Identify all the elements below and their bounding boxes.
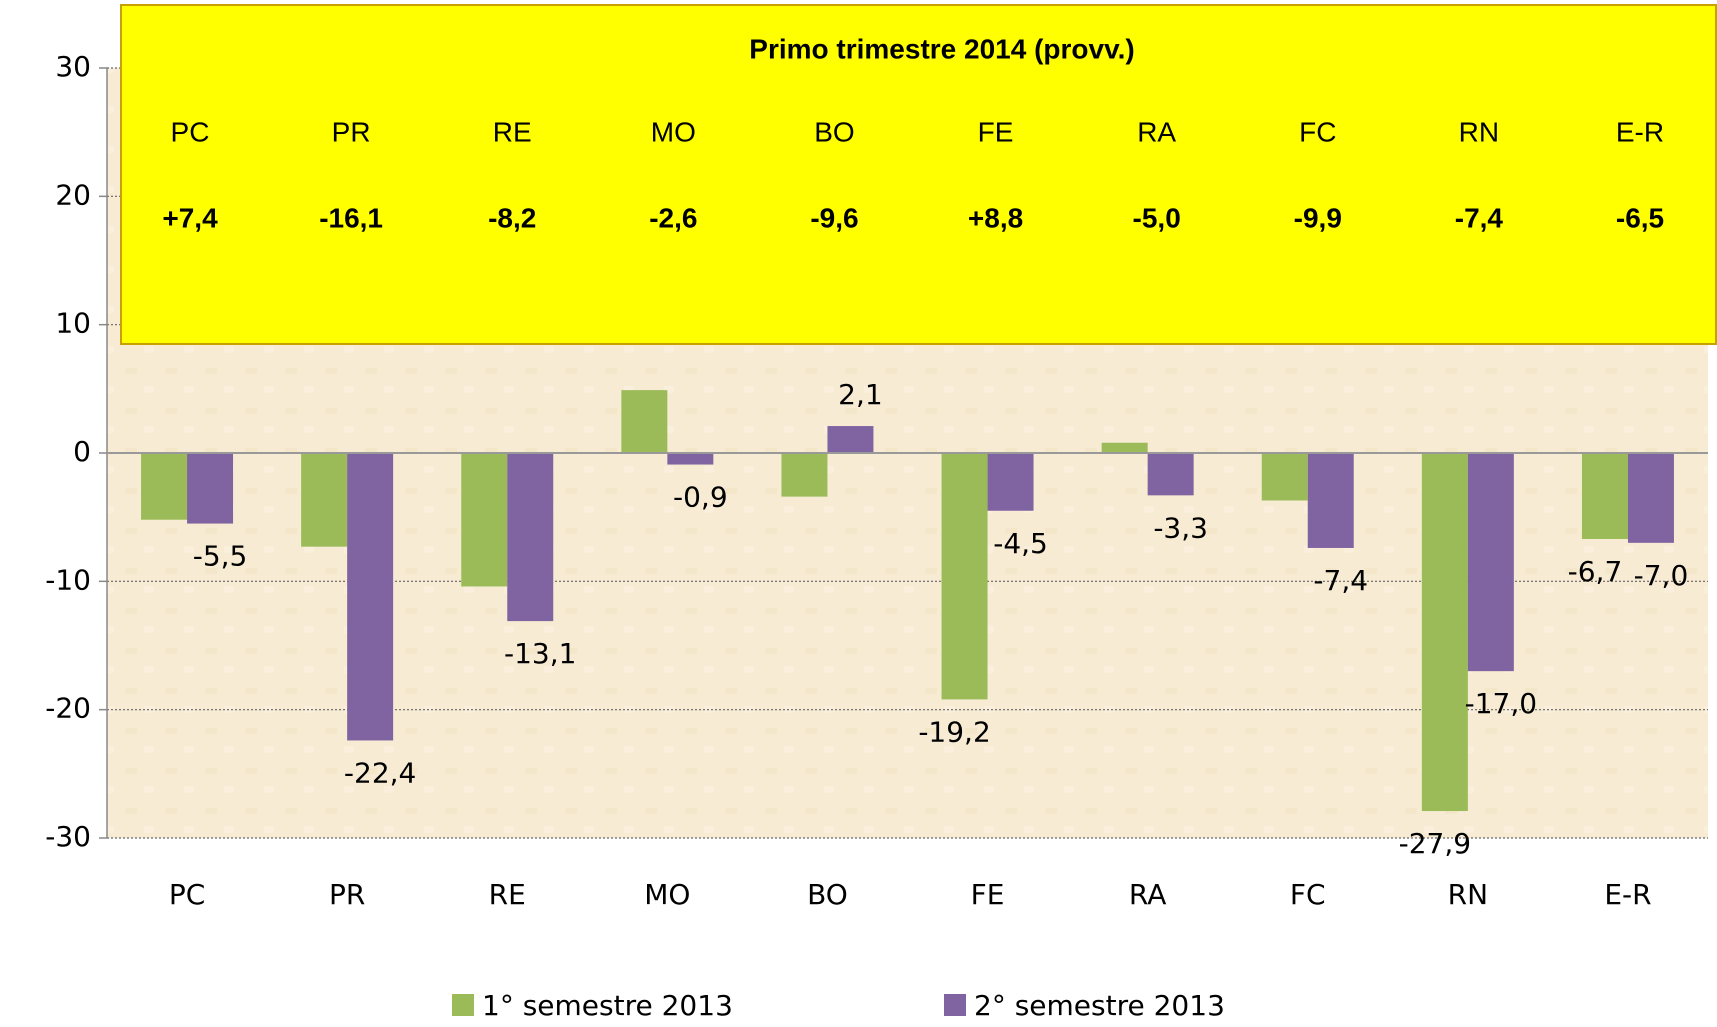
summary-code: BO (814, 116, 854, 147)
bar (1261, 453, 1308, 501)
bar (827, 426, 874, 453)
bar (187, 453, 234, 524)
bar (1147, 453, 1194, 496)
x-tick-label: FE (971, 878, 1005, 911)
legend-label: 2° semestre 2013 (974, 989, 1225, 1022)
x-tick-label: E-R (1604, 878, 1651, 911)
summary-code: RN (1459, 116, 1499, 147)
y-tick-label: -10 (45, 563, 91, 596)
y-tick-label: -20 (45, 692, 91, 725)
summary-value: -6,5 (1616, 202, 1664, 233)
bar (1307, 453, 1354, 548)
y-tick-label: 30 (55, 50, 91, 83)
data-label: -7,0 (1634, 559, 1689, 592)
bar (987, 453, 1034, 511)
y-tick-label: 20 (55, 178, 91, 211)
summary-value: -7,4 (1455, 202, 1504, 233)
summary-code: RE (493, 116, 532, 147)
data-label: -4,5 (993, 527, 1048, 560)
summary-code: PC (171, 116, 210, 147)
summary-value: -9,6 (810, 202, 858, 233)
summary-box-bg (120, 4, 1717, 345)
summary-value: +8,8 (968, 202, 1023, 233)
summary-value: -9,9 (1294, 202, 1342, 233)
x-tick-label: FC (1290, 878, 1326, 911)
legend-label: 1° semestre 2013 (482, 989, 733, 1022)
bar (301, 453, 348, 547)
bar (667, 453, 714, 465)
y-tick-label: 10 (55, 307, 91, 340)
bar (941, 453, 988, 700)
data-label: -27,9 (1399, 827, 1471, 860)
bar (347, 453, 394, 741)
data-label: -7,4 (1313, 564, 1368, 597)
summary-title: Primo trimestre 2014 (provv.) (749, 33, 1134, 64)
summary-value: -5,0 (1133, 202, 1181, 233)
summary-code: E-R (1616, 116, 1664, 147)
summary-box: Primo trimestre 2014 (provv.) PC +7,4 PR -16… (120, 4, 1717, 345)
x-tick-label: RA (1129, 878, 1166, 911)
bar (1627, 453, 1674, 543)
y-tick-label: 0 (73, 435, 91, 468)
data-label: -6,7 (1568, 555, 1623, 588)
summary-value: +7,4 (162, 202, 218, 233)
summary-code: PR (332, 116, 371, 147)
summary-code: MO (651, 116, 696, 147)
y-tick-label: -30 (45, 820, 91, 853)
bar (1421, 453, 1468, 812)
legend-swatch (452, 994, 474, 1016)
data-label: -22,4 (344, 756, 416, 789)
data-label: -3,3 (1153, 511, 1208, 544)
summary-value: -8,2 (488, 202, 536, 233)
x-tick-label: MO (644, 878, 690, 911)
x-tick-label: BO (807, 878, 848, 911)
legend-swatch (944, 994, 966, 1016)
bar (507, 453, 554, 622)
x-tick-label: RE (489, 878, 526, 911)
bar (141, 453, 188, 520)
summary-value: -16,1 (319, 202, 383, 233)
data-label: -19,2 (918, 715, 990, 748)
data-label: -5,5 (193, 540, 248, 573)
summary-code: RA (1137, 116, 1176, 147)
data-label: 2,1 (838, 378, 883, 411)
x-tick-label: RN (1448, 878, 1488, 911)
bar (621, 390, 668, 453)
summary-code: FE (978, 116, 1014, 147)
summary-code: FC (1299, 116, 1336, 147)
data-label: -17,0 (1465, 687, 1537, 720)
bar (461, 453, 508, 587)
data-label: -13,1 (504, 637, 576, 670)
bar (1581, 453, 1628, 539)
bar (1467, 453, 1514, 672)
bar (1101, 442, 1148, 453)
data-label: -0,9 (673, 481, 728, 514)
x-tick-label: PR (329, 878, 365, 911)
x-tick-label: PC (169, 878, 205, 911)
bar (781, 453, 828, 497)
summary-value: -2,6 (649, 202, 697, 233)
